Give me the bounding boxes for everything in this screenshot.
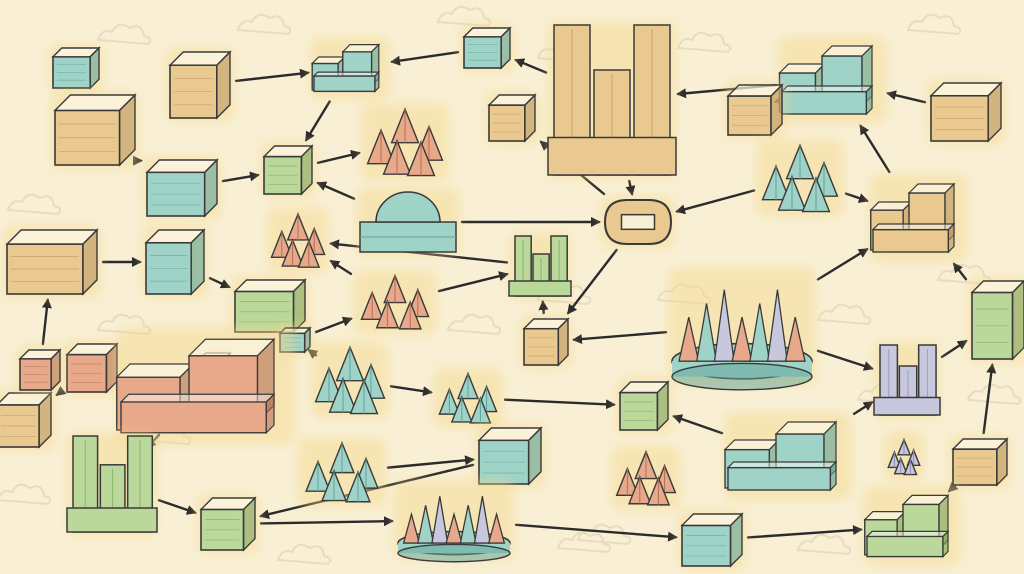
n-large-rose-complex <box>115 327 295 445</box>
n-rose-rock-cluster <box>361 103 449 181</box>
cloud-doodle <box>236 13 292 36</box>
arrow-n-teal-wide-block-to-n-lavender-tower <box>852 401 874 416</box>
arrow-n-right-teal-crystal-to-n-right-sand-fortress <box>844 192 869 203</box>
n-teal-spike-crown <box>394 480 514 563</box>
n-teal-dome <box>356 188 460 256</box>
arrow-n-rose-small-left-to-n-tan-left-edge <box>55 385 67 396</box>
arrow-n-rose-scatter-to-n-green-cylinder-stack <box>437 271 509 293</box>
n-teal-wide-block <box>723 412 852 500</box>
n-green-cube-2 <box>197 494 259 554</box>
n-green-obelisk <box>66 432 158 536</box>
cloud-doodle <box>0 483 52 506</box>
arrow-n-left-teal-pair-to-n-green-cube-1 <box>221 171 260 183</box>
arrow-n-teal-spire-box-to-n-green-tech-box <box>208 277 231 289</box>
n-teal-face-box <box>475 424 545 488</box>
cloud-doodle <box>556 531 612 554</box>
arrow-n-far-right-green-to-n-right-sand-fortress <box>952 262 968 281</box>
n-left-tan-building <box>51 91 139 169</box>
arrow-n-central-crystal-platform-to-n-right-sand-fortress <box>816 248 869 281</box>
n-left-sand-crates <box>3 226 101 298</box>
arrow-n-tall-tan-block-to-n-top-teal-complex <box>234 68 310 83</box>
arrow-n-teal-dome-to-n-green-cube-1 <box>316 181 356 200</box>
arrow-n-teal-wide-block-to-n-green-mid-cube <box>672 414 724 435</box>
n-sand-right-block <box>949 435 1011 489</box>
arrow-n-top-small-teal-to-n-top-teal-complex <box>390 51 460 66</box>
arrow-n-teal-small-bottom-to-n-green-bottom-right <box>746 525 863 539</box>
n-rose-tree <box>267 207 329 273</box>
n-top-right-teal-complex <box>778 36 886 124</box>
cloud-doodle <box>906 13 962 36</box>
arrow-n-right-teal-crystal-to-n-glowing-loop <box>675 189 756 215</box>
arrow-n-teal-spike-crown-to-n-teal-small-bottom <box>514 523 678 542</box>
arrow-n-glowing-loop-to-n-small-sand-cube <box>567 248 618 315</box>
n-right-tan-hut <box>724 81 786 139</box>
n-left-teal-pair <box>143 156 221 220</box>
n-rose-shard <box>884 431 924 481</box>
n-teal-spire-box <box>142 226 208 298</box>
arrow-n-green-cube-1-to-n-rose-rock-cluster <box>316 150 361 165</box>
arrow-n-small-sand-cube-to-n-green-cylinder-stack <box>538 300 549 315</box>
n-left-rose-box <box>16 346 64 394</box>
n-teal-tent <box>311 341 389 419</box>
n-tall-tan-block <box>166 48 234 122</box>
n-top-small-teal <box>460 24 514 72</box>
n-tan-left-edge <box>0 389 55 451</box>
arrow-n-left-rose-box-to-n-left-sand-crates <box>41 298 52 346</box>
cloud-doodle <box>436 5 492 28</box>
arrow-n-rose-scatter-to-n-rose-tree <box>329 259 353 276</box>
cloud-doodle <box>676 31 732 54</box>
cloud-doodle <box>6 193 62 216</box>
n-teal-crystal-shards <box>433 368 503 428</box>
n-central-crystal-platform <box>668 267 816 391</box>
n-small-tan-prism <box>485 91 539 145</box>
arrow-n-central-crystal-platform-to-n-small-sand-cube <box>572 331 668 345</box>
arrow-n-teal-crystal-shards-to-n-green-mid-cube <box>503 398 616 410</box>
n-top-left-teal-box <box>49 44 103 92</box>
cloud-doodle <box>446 313 502 336</box>
n-teal-small-bottom <box>678 510 746 570</box>
arrow-n-lavender-tower-to-n-far-right-green <box>940 339 968 359</box>
n-green-cylinder-stack <box>508 232 572 300</box>
n-rose-small-left <box>63 340 121 396</box>
n-rose-scatter <box>353 270 437 334</box>
n-top-teal-complex <box>310 36 390 100</box>
arrow-n-right-sand-fortress-to-n-top-right-teal-complex <box>859 124 891 174</box>
arrow-n-right-corner-tan-to-n-top-right-teal-complex <box>886 90 927 104</box>
arrow-n-central-tan-tower-to-n-glowing-loop <box>625 179 636 196</box>
n-teal-pond-scene <box>298 437 386 507</box>
cloud-doodle <box>276 543 332 566</box>
arrow-n-teal-connector-to-n-rose-scatter <box>314 316 353 334</box>
cloud-doodle <box>816 303 872 326</box>
cloud-doodle <box>96 23 152 46</box>
n-green-mid-cube <box>616 378 672 434</box>
arrow-n-central-tan-tower-to-n-top-small-teal <box>514 58 548 74</box>
n-lavender-tower <box>873 341 941 419</box>
n-small-sand-cube <box>520 315 572 369</box>
n-green-bottom-right <box>863 486 961 566</box>
n-right-sand-fortress <box>869 174 967 262</box>
cloud-doodle <box>966 383 1022 406</box>
building-nodes <box>0 21 1024 570</box>
n-right-corner-tan <box>927 79 1005 145</box>
arrow-n-sand-right-block-to-n-far-right-green <box>982 363 997 435</box>
n-glowing-loop <box>601 196 675 248</box>
arrow-n-green-obelisk-to-n-green-cube-2 <box>157 499 197 515</box>
n-rose-sled <box>611 446 681 510</box>
n-far-right-green <box>968 277 1024 363</box>
arrow-n-green-cube-2-to-n-teal-spike-crown <box>259 516 394 527</box>
arrow-n-teal-pond-scene-to-n-teal-face-box <box>386 455 475 469</box>
n-green-cube-1 <box>260 142 316 198</box>
arrow-n-top-teal-complex-to-n-green-cube-1 <box>305 100 331 142</box>
n-central-tan-tower <box>547 21 677 179</box>
n-right-teal-crystal <box>756 139 844 217</box>
cloud-doodle <box>796 533 852 556</box>
arrow-n-central-crystal-platform-to-n-lavender-tower <box>816 349 874 371</box>
arrow-n-teal-tent-to-n-teal-crystal-shards <box>389 385 433 397</box>
